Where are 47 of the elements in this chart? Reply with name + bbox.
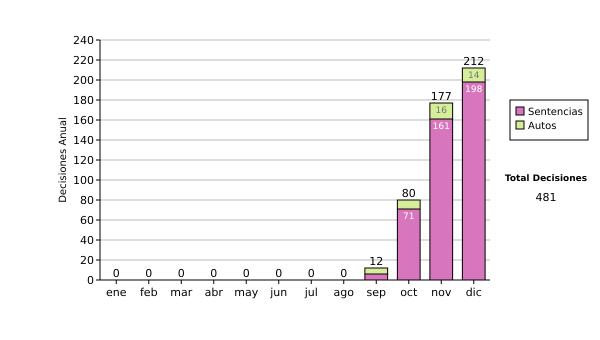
data-label: 16: [436, 106, 448, 116]
total-label: 12: [369, 255, 384, 268]
text: Total Decisiones: [504, 174, 588, 184]
x-tick-label: dic: [466, 286, 482, 299]
y-tick-label: 240: [73, 34, 94, 47]
total-label: 212: [463, 55, 484, 68]
total-label: 0: [242, 267, 250, 280]
total-label: 0: [340, 267, 348, 280]
legend-label: Autos: [528, 121, 556, 132]
total-label: 0: [210, 267, 218, 280]
data-label: 14: [468, 71, 480, 81]
data-label: 161: [432, 122, 450, 132]
y-tick-label: 80: [80, 194, 94, 207]
y-tick-label: 180: [73, 94, 94, 107]
text: 481: [536, 191, 556, 204]
total-label: 80: [402, 187, 416, 200]
legend-label: Sentencias: [528, 107, 583, 118]
x-tick-label: oct: [400, 286, 418, 299]
x-tick-label: may: [234, 286, 259, 299]
x-tick-label: jul: [304, 286, 318, 299]
y-tick-label: 60: [80, 214, 94, 227]
y-axis-title: Decisiones Anual: [58, 117, 69, 203]
y-tick-label: 0: [87, 274, 94, 287]
total-label: 0: [178, 267, 185, 280]
y-tick-label: 20: [80, 254, 94, 267]
data-label: 198: [465, 85, 483, 95]
x-tick-label: feb: [140, 286, 158, 299]
x-tick-label: abr: [204, 286, 224, 299]
total-label: 0: [112, 267, 120, 280]
data-label: 71: [403, 212, 414, 222]
x-tick-label: mar: [170, 286, 193, 299]
x-tick-label: nov: [431, 286, 452, 299]
y-tick-label: 120: [73, 154, 94, 167]
y-tick-label: 140: [73, 134, 94, 147]
x-tick-label: jun: [269, 286, 288, 299]
x-tick-label: sep: [366, 286, 386, 299]
y-tick-label: 220: [73, 54, 94, 67]
total-label: 0: [308, 267, 315, 280]
x-tick-label: ago: [334, 286, 354, 299]
y-tick-label: 100: [73, 174, 94, 187]
y-tick-label: 200: [73, 74, 94, 87]
total-label: 0: [275, 267, 282, 280]
y-tick-label: 160: [73, 114, 94, 127]
y-tick-label: 40: [80, 234, 94, 247]
total-label: 0: [145, 267, 152, 280]
total-label: 177: [430, 90, 452, 103]
x-tick-label: ene: [106, 286, 127, 299]
